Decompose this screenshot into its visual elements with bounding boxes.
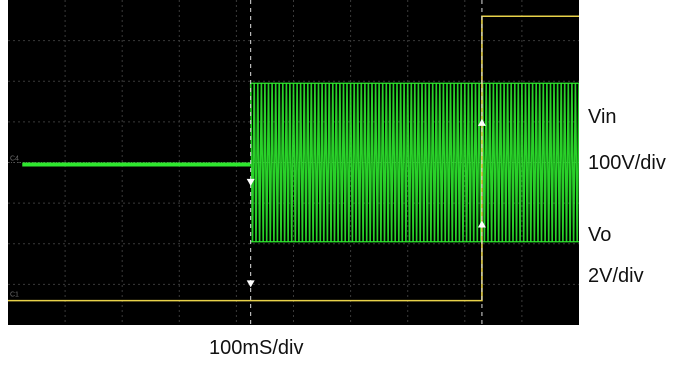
arrow-down-icon: [246, 280, 255, 288]
vin-channel-scale: 100V/div: [588, 152, 666, 174]
oscilloscope-screen: C4 C1: [8, 0, 579, 325]
cursor-markers: [246, 0, 486, 325]
channel-tag-c1: C1: [10, 292, 19, 299]
arrow-up-icon: [477, 220, 486, 228]
vo-step-trace: [8, 15, 579, 302]
vo-channel-name: Vo: [588, 224, 612, 246]
oscilloscope-plot: C4 C1: [8, 0, 579, 325]
channel-tag-c4: C4: [10, 156, 19, 163]
arrow-up-icon: [477, 118, 486, 126]
traces: [8, 15, 579, 302]
time-scale-label: 100mS/div: [209, 337, 304, 359]
vo-channel-scale: 2V/div: [588, 265, 644, 287]
graticule: [8, 0, 579, 325]
arrow-down-icon: [246, 178, 255, 186]
vin-channel-name: Vin: [588, 106, 617, 128]
